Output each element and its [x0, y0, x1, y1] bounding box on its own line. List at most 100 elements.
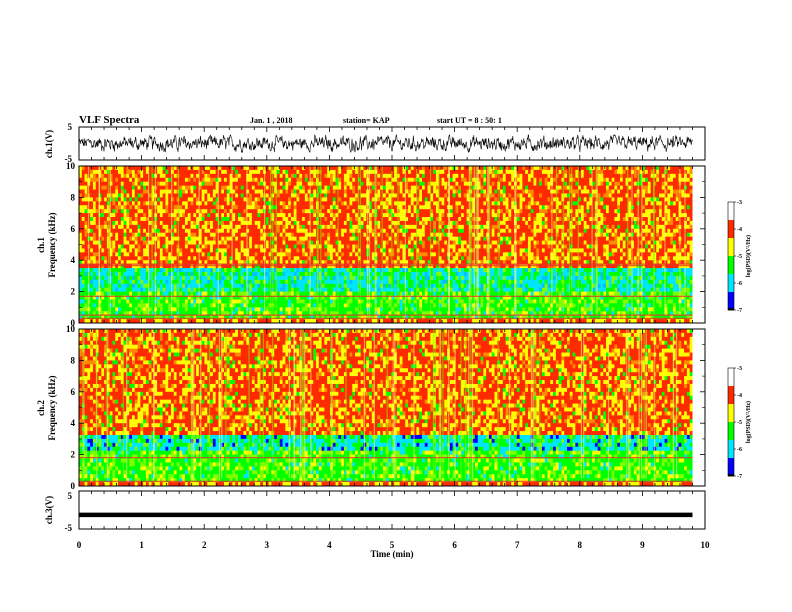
- spectrogram-cell: [98, 217, 102, 222]
- spectrogram-cell: [210, 268, 214, 273]
- spectrogram-cell: [332, 169, 336, 175]
- spectrogram-cell: [232, 279, 236, 285]
- spectrogram-cell: [168, 193, 172, 198]
- spectrogram-cell: [109, 181, 113, 187]
- spectrogram-cell: [196, 209, 200, 214]
- spectrogram-cell: [388, 201, 392, 206]
- spectrogram-cell: [288, 315, 292, 320]
- spectrogram-cell: [313, 193, 317, 198]
- spectrogram-cell: [321, 193, 325, 198]
- spectrogram-cell: [265, 177, 270, 183]
- spectrogram-cell: [343, 185, 348, 190]
- spectrogram-cell: [101, 205, 105, 210]
- spectrogram-cell: [394, 181, 398, 187]
- spectrogram-cell: [134, 287, 138, 293]
- spectrogram-cell: [204, 240, 208, 245]
- spectrogram-cell: [235, 252, 239, 257]
- spectrogram-cell: [288, 220, 292, 226]
- spectrogram-cell: [84, 252, 88, 257]
- spectrogram-cell: [413, 248, 417, 253]
- spectrogram-cell: [313, 295, 317, 300]
- spectrogram-cell: [81, 303, 85, 308]
- spectrogram-cell: [218, 169, 222, 175]
- spectrogram-cell: [229, 193, 233, 198]
- spectrogram-cell: [349, 193, 353, 198]
- spectrogram-cell: [363, 287, 367, 293]
- spectrogram-cell: [131, 291, 136, 296]
- spectrogram-cell: [131, 303, 136, 308]
- spectrogram-cell: [388, 307, 392, 312]
- spectrogram-cell: [254, 173, 258, 179]
- spectrogram-cell: [388, 169, 392, 175]
- spectrogram-cell: [360, 177, 364, 183]
- spectrogram-cell: [240, 268, 244, 273]
- spectrogram-cell: [251, 252, 256, 257]
- spectrogram-cell: [349, 201, 353, 206]
- spectrogram-cell: [352, 224, 356, 230]
- spectrogram-cell: [335, 319, 339, 324]
- spectrogram-cell: [101, 193, 105, 198]
- spectrogram-cell: [235, 240, 239, 245]
- spectrogram-cell: [196, 201, 200, 206]
- spectrogram-cell: [360, 213, 364, 218]
- spectrogram-cell: [321, 197, 325, 202]
- spectrogram-cell: [123, 252, 127, 257]
- spectrogram-cell: [410, 173, 415, 179]
- spectrogram-cell: [140, 268, 144, 273]
- spectrogram-cell: [193, 201, 197, 206]
- spectrogram-cell: [204, 197, 208, 202]
- spectrogram-cell: [282, 185, 286, 190]
- spectrogram-cell: [140, 197, 144, 202]
- spectrogram-cell: [299, 166, 303, 171]
- spectrogram-cell: [240, 287, 244, 293]
- spectrogram-cell: [190, 268, 194, 273]
- spectrogram-cell: [279, 236, 283, 241]
- spectrogram-cell: [215, 166, 219, 171]
- spectrogram-cell: [293, 213, 297, 218]
- spectrogram-cell: [101, 228, 105, 234]
- spectrogram-cell: [355, 205, 359, 210]
- spectrogram-cell: [346, 177, 350, 183]
- spectrogram-cell: [235, 260, 239, 265]
- spectrogram-cell: [288, 209, 292, 214]
- spectrogram-cell: [112, 213, 116, 218]
- spectrogram-cell: [304, 295, 309, 300]
- spectrogram-cell: [126, 295, 130, 300]
- spectrogram-cell: [290, 252, 295, 257]
- spectrogram-cell: [288, 228, 292, 234]
- spectrogram-cell: [416, 311, 420, 316]
- spectrogram-cell: [120, 315, 125, 320]
- spectrogram-cell: [408, 193, 412, 198]
- spectrogram-cell: [413, 232, 417, 238]
- spectrogram-cell: [112, 217, 116, 222]
- spectrogram-cell: [408, 220, 412, 226]
- spectrogram-cell: [276, 185, 281, 190]
- spectrogram-cell: [190, 311, 194, 316]
- spectrogram-cell: [237, 205, 242, 210]
- spectrogram-cell: [171, 224, 175, 230]
- spectrogram-cell: [329, 260, 334, 265]
- spectrogram-cell: [285, 166, 289, 171]
- spectrogram-cell: [168, 224, 172, 230]
- spectrogram-cell: [215, 205, 219, 210]
- spectrogram-cell: [81, 311, 85, 316]
- spectrogram-cell: [98, 307, 102, 312]
- spectrogram-cell: [293, 166, 297, 171]
- spectrogram-cell: [399, 169, 403, 175]
- spectrogram-cell: [104, 283, 108, 289]
- spectrogram-cell: [408, 244, 412, 249]
- spectrogram-cell: [363, 228, 367, 234]
- spectrogram-cell: [265, 201, 270, 206]
- spectrogram-cell: [371, 181, 375, 187]
- spectrogram-cell: [413, 193, 417, 198]
- spectrogram-cell: [288, 319, 292, 324]
- spectrogram-cell: [182, 213, 186, 218]
- spectrogram-cell: [285, 244, 289, 249]
- spectrogram-cell: [134, 244, 138, 249]
- spectrogram-cell: [265, 166, 270, 171]
- spectrogram-cell: [410, 303, 415, 308]
- spectrogram-cell: [168, 260, 172, 265]
- spectrogram-cell: [296, 217, 300, 222]
- spectrogram-cell: [92, 205, 97, 210]
- spectrogram-cell: [129, 232, 133, 238]
